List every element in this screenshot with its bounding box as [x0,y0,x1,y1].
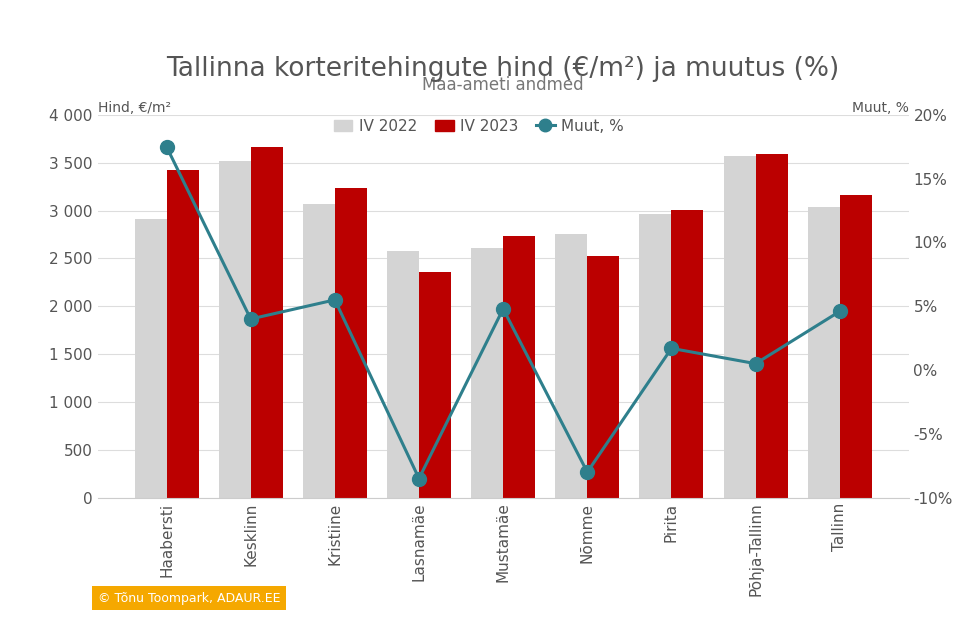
Bar [640,214,671,498]
Muut, % [160,143,172,151]
Bar [387,251,419,498]
Bar [724,156,755,498]
Text: Hind, €/m²: Hind, €/m² [98,101,171,115]
Bar [808,207,840,498]
Muut, % [665,345,677,352]
Legend: IV 2022, IV 2023, Muut, %: IV 2022, IV 2023, Muut, % [334,119,623,133]
Muut, % [581,468,593,476]
Bar [251,147,282,498]
Muut, % [413,475,425,482]
Muut, % [329,296,341,304]
Bar [555,235,587,498]
Bar [503,237,535,498]
Text: © Tõnu Toompark, ADAUR.EE: © Tõnu Toompark, ADAUR.EE [98,592,280,605]
Bar [219,161,251,498]
Muut, % [749,360,761,367]
Bar [303,204,335,498]
Bar [671,210,703,498]
Bar [840,195,871,498]
Text: Maa-ameti andmed: Maa-ameti andmed [422,76,584,94]
Text: Muut, %: Muut, % [852,101,909,115]
Bar [587,256,619,498]
Title: Tallinna korteritehingute hind (€/m²) ja muutus (%): Tallinna korteritehingute hind (€/m²) ja… [166,56,840,82]
Line: Muut, %: Muut, % [159,140,847,486]
Bar [335,188,366,498]
Muut, % [245,315,257,323]
Bar [471,248,503,498]
Muut, % [834,308,846,315]
Bar [419,272,451,498]
Bar [166,170,198,498]
Muut, % [497,305,509,313]
Bar [135,219,166,498]
Bar [755,154,787,498]
